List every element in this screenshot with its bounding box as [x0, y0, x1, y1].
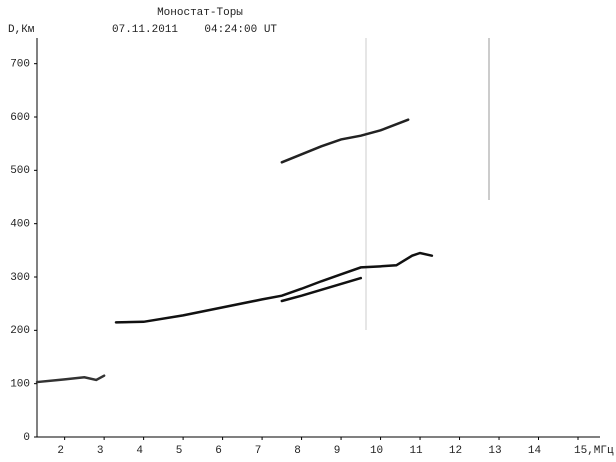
y-tick-label: 500 [10, 165, 30, 177]
trace [35, 374, 106, 384]
y-tick-label: 400 [10, 219, 30, 231]
chart-title: Моностат-Торы [157, 7, 243, 19]
x-tick-label: 3 [97, 445, 104, 457]
x-tick-label: 5 [176, 445, 183, 457]
y-tick-label: 600 [10, 112, 30, 124]
x-tick-label: 2 [57, 445, 64, 457]
trace [114, 251, 434, 324]
x-tick-label: 6 [215, 445, 222, 457]
x-tick-label: 7 [255, 445, 262, 457]
y-tick-label: 0 [23, 432, 30, 444]
y-tick-label: 200 [10, 325, 30, 337]
y-tick-label: 100 [10, 379, 30, 391]
x-tick-label: 8 [294, 445, 301, 457]
y-tick-label: 300 [10, 272, 30, 284]
x-tick-label: 11 [409, 445, 423, 457]
trace [280, 118, 410, 164]
x-tick-label: 13 [488, 445, 501, 457]
x-tick-label: 4 [136, 445, 143, 457]
x-tick-label: 15,МГц [574, 445, 614, 457]
x-tick-label: 9 [334, 445, 341, 457]
y-axis-label: D,Км [8, 24, 35, 36]
trace [280, 276, 363, 303]
y-tick-label: 700 [10, 59, 30, 71]
x-tick-label: 12 [449, 445, 462, 457]
x-tick-label: 10 [370, 445, 383, 457]
x-tick-label: 14 [528, 445, 542, 457]
chart-subtitle: 07.11.2011 04:24:00 UT [112, 24, 277, 36]
